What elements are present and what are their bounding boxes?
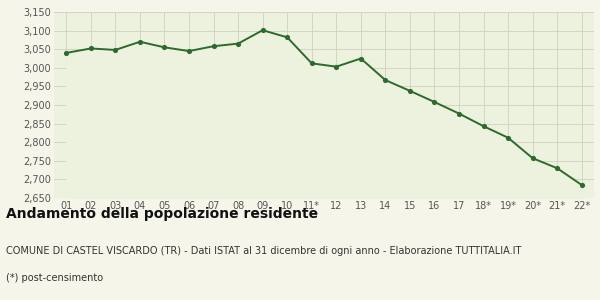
Point [307, 61, 317, 66]
Text: (*) post-censimento: (*) post-censimento [6, 273, 103, 283]
Point [356, 56, 365, 61]
Text: COMUNE DI CASTEL VISCARDO (TR) - Dati ISTAT al 31 dicembre di ogni anno - Elabor: COMUNE DI CASTEL VISCARDO (TR) - Dati IS… [6, 246, 521, 256]
Point [86, 46, 95, 51]
Point [209, 44, 218, 49]
Point [577, 183, 587, 188]
Point [258, 28, 268, 33]
Point [430, 100, 439, 104]
Point [233, 41, 243, 46]
Point [380, 78, 390, 82]
Point [61, 50, 71, 55]
Point [110, 47, 120, 52]
Point [503, 135, 513, 140]
Point [405, 88, 415, 93]
Point [553, 166, 562, 171]
Point [135, 39, 145, 44]
Point [160, 45, 169, 50]
Point [479, 124, 488, 129]
Point [454, 111, 464, 116]
Text: Andamento della popolazione residente: Andamento della popolazione residente [6, 207, 318, 221]
Point [331, 64, 341, 69]
Point [528, 156, 538, 161]
Point [283, 35, 292, 40]
Point [184, 49, 194, 53]
